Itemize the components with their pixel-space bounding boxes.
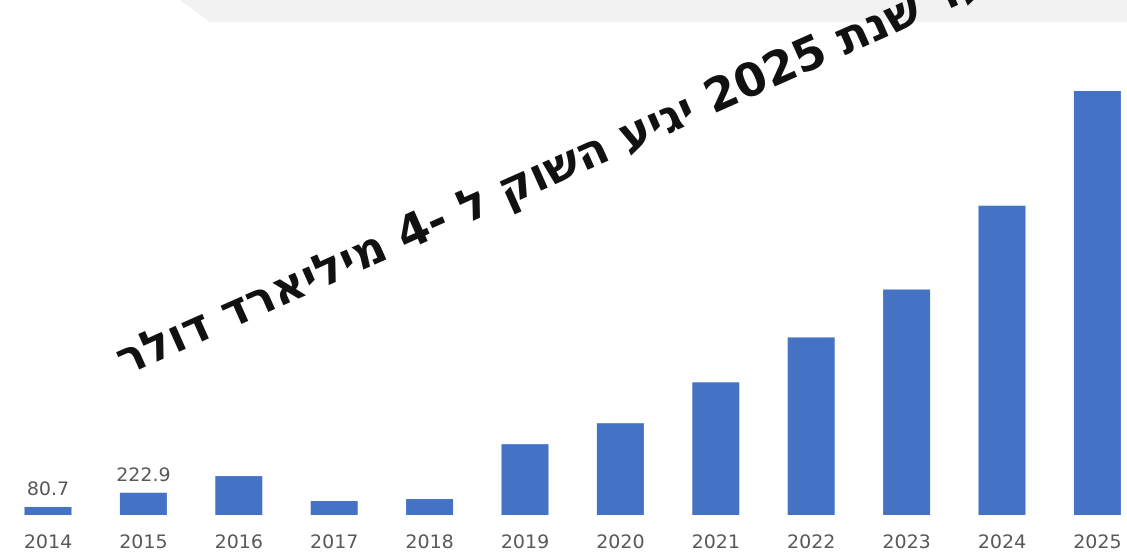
- bar-2023: [883, 289, 931, 515]
- data-label-2015: 222.9: [116, 464, 170, 486]
- bar-2016: [215, 476, 263, 515]
- bar-2015: [119, 492, 167, 515]
- x-tick-label-2025: 2025: [1073, 531, 1121, 552]
- x-tick-label-2023: 2023: [882, 531, 930, 552]
- background-shape: [180, 0, 1127, 22]
- bar-2024: [978, 205, 1026, 515]
- bar-2020: [596, 423, 644, 515]
- x-tick-label-2016: 2016: [215, 531, 263, 552]
- x-tick-label-2015: 2015: [119, 531, 167, 552]
- bar-2019: [501, 444, 549, 515]
- bars-group: [24, 90, 1121, 515]
- x-tick-label-2019: 2019: [501, 531, 549, 552]
- bar-2025: [1073, 90, 1121, 515]
- bar-2017: [310, 501, 358, 515]
- x-tick-label-2018: 2018: [405, 531, 453, 552]
- x-axis-tick-labels: 2014 2015 2016 2017 2018 2019 2020 2021 2022 2023…: [24, 531, 1122, 552]
- bar-2021: [692, 382, 740, 515]
- data-label-2014: 80.7: [27, 478, 69, 500]
- x-tick-label-2014: 2014: [24, 531, 72, 552]
- x-tick-label-2022: 2022: [787, 531, 835, 552]
- data-labels-group: 80.7 222.9: [27, 464, 171, 500]
- x-tick-label-2017: 2017: [310, 531, 358, 552]
- x-tick-label-2024: 2024: [978, 531, 1026, 552]
- x-tick-label-2021: 2021: [692, 531, 740, 552]
- bar-2022: [787, 337, 835, 515]
- bar-2018: [406, 499, 454, 515]
- bar-2014: [24, 506, 72, 515]
- x-tick-label-2020: 2020: [596, 531, 644, 552]
- headline-text: עד שנת 2025 יגיע השוק ל -4 מיליארד דולר: [107, 0, 996, 386]
